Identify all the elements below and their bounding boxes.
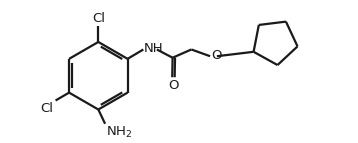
Text: O: O: [211, 49, 222, 62]
Text: Cl: Cl: [41, 102, 54, 115]
Text: NH: NH: [144, 42, 164, 55]
Text: NH$_2$: NH$_2$: [106, 125, 132, 140]
Text: Cl: Cl: [92, 12, 105, 25]
Text: O: O: [168, 80, 179, 93]
